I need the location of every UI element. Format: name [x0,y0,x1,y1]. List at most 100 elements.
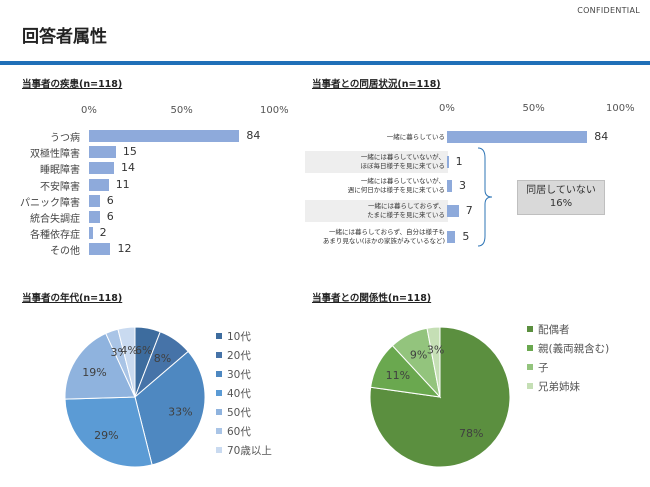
disease-bar [89,243,111,256]
cohabitation-x-tick: 50% [522,103,545,114]
cohabitation-category-line: ほぼ毎日様子を見に来ている [360,162,446,170]
not-cohabiting-bracket [477,147,493,247]
disease-bar [89,162,115,175]
age-data-label: 4% [120,344,137,357]
age-slice [134,350,206,466]
title-rule [0,61,650,65]
disease-x-tick: 50% [170,105,193,116]
disease-x-tick: 100% [260,105,289,116]
disease-bar [89,227,93,240]
relationship-legend-label: 子 [538,362,549,374]
age-legend-swatch [216,333,222,339]
cohabitation-category-line: 一緒には暮らしておらず、 [367,202,445,210]
relationship-slice [426,326,441,398]
disease-category-label: パニック障害 [20,197,80,209]
age-data-label: 33% [168,405,192,418]
cohabitation-x-tick: 0% [439,103,455,114]
disease-bar [89,130,240,142]
disease-value-label: 6 [106,193,114,207]
cohabitation-category-label: 一緒には暮らしていないが、 ほぼ毎日様子を見に来ている [305,153,446,171]
cohabitation-value-label: 1 [455,155,463,168]
cohabitation-category-line: 一緒には暮らしていないが、 [360,177,445,185]
age-slice [64,396,153,468]
cohabitation-value-label: 3 [459,179,466,192]
cohabitation-value-label: 5 [462,230,470,243]
age-chart-title: 当事者の年代(n=118) [22,293,123,304]
relationship-data-label: 11% [386,369,410,382]
cohabitation-x-tick: 100% [606,103,635,114]
relationship-data-label: 78% [459,427,483,440]
cohabitation-bar [447,156,449,168]
cohabitation-category-label: 一緒には暮らしていないが、 週に何日かは様子を見に来ている [305,177,445,195]
disease-value-label: 84 [246,129,261,142]
cohabitation-category-label: 一緒には暮らしておらず、 たまに様子を見に来ている [305,202,445,220]
cohabitation-category-label: 一緒には暮らしておらず、自分は様子も あまり見ない(ほかの家族がみているなど) [305,228,445,246]
disease-category-label: 不安障害 [40,181,80,193]
relationship-data-label: 3% [427,344,444,357]
cohabitation-bar [447,205,459,217]
disease-value-label: 14 [121,161,136,175]
age-legend-swatch [216,352,222,358]
age-data-label: 8% [154,352,171,365]
cohabitation-category-label: 一緒に暮らしている [305,133,445,142]
cohabitation-bar [447,231,456,243]
confidential-label: CONFIDENTIAL [577,6,640,15]
disease-value-label: 12 [117,242,132,256]
relationship-data-label: 9% [410,348,427,361]
age-slice [64,332,136,400]
age-data-label: 19% [82,366,106,379]
age-legend-swatch [216,371,222,377]
page-title: 回答者属性 [22,27,107,47]
age-legend-label: 50代 [227,407,251,419]
disease-bar [89,178,109,191]
age-legend-label: 20代 [227,350,251,362]
disease-category-label: 双極性障害 [30,149,80,161]
age-slice [117,326,136,398]
cohabitation-chart-title: 当事者との同居状況(n=118) [312,79,441,90]
disease-category-label: うつ病 [50,133,80,144]
relationship-legend-label: 親(義両親含む) [538,343,610,355]
disease-chart-title: 当事者の疾患(n=118) [22,79,123,90]
cohabitation-category-line: 一緒に暮らしている [386,132,445,141]
cohabitation-bar [447,131,588,143]
age-legend-label: 70歳以上 [227,445,272,457]
age-legend-label: 10代 [227,331,251,343]
not-cohabiting-percent: 16% [549,198,573,209]
cohabitation-category-line: あまり見ない(ほかの家族がみているなど) [322,237,445,245]
disease-bar [89,211,100,223]
relationship-legend-swatch [527,326,533,332]
disease-bar [89,146,116,159]
cohabitation-category-line: 一緒には暮らしておらず、自分は様子も [328,228,445,236]
cohabitation-value-label: 7 [465,204,473,217]
relationship-legend-label: 配偶者 [538,324,570,336]
age-data-label: 29% [94,429,118,442]
cohabitation-row-band [305,151,448,173]
relationship-legend-label: 兄弟姉妹 [538,381,580,393]
cohabitation-category-line: 一緒には暮らしていないが、 [360,153,445,161]
relationship-chart-title: 当事者との関係性(n=118) [312,293,432,304]
cohabitation-bar [447,180,452,192]
age-legend-label: 40代 [227,388,251,400]
disease-category-label: 睡眠障害 [40,165,80,177]
age-legend-swatch [216,409,222,415]
disease-value-label: 15 [122,145,137,159]
age-legend-label: 60代 [227,426,251,438]
cohabitation-category-line: 週に何日かは様子を見に来ている [347,186,445,194]
age-legend-swatch [216,390,222,396]
cohabitation-row-band [305,200,448,222]
disease-category-label: 各種依存症 [30,230,80,242]
age-legend-swatch [216,428,222,434]
relationship-legend-swatch [527,345,533,351]
age-pie-chart: 6%8%33%29%19%3%4% [64,326,206,468]
disease-bar [89,194,100,207]
age-data-label: 6% [135,344,152,357]
cohabitation-category-line: たまに様子を見に来ている [367,211,445,219]
disease-x-tick: 0% [81,105,97,116]
disease-category-label: 統合失調症 [30,214,80,225]
not-cohabiting-callout: 同居していない 16% [517,180,605,215]
relationship-pie-chart: 78% 11%9% 3% [369,326,511,468]
not-cohabiting-label: 同居していない [526,185,596,196]
relationship-legend-swatch [527,383,533,389]
disease-category-label: その他 [50,246,80,258]
